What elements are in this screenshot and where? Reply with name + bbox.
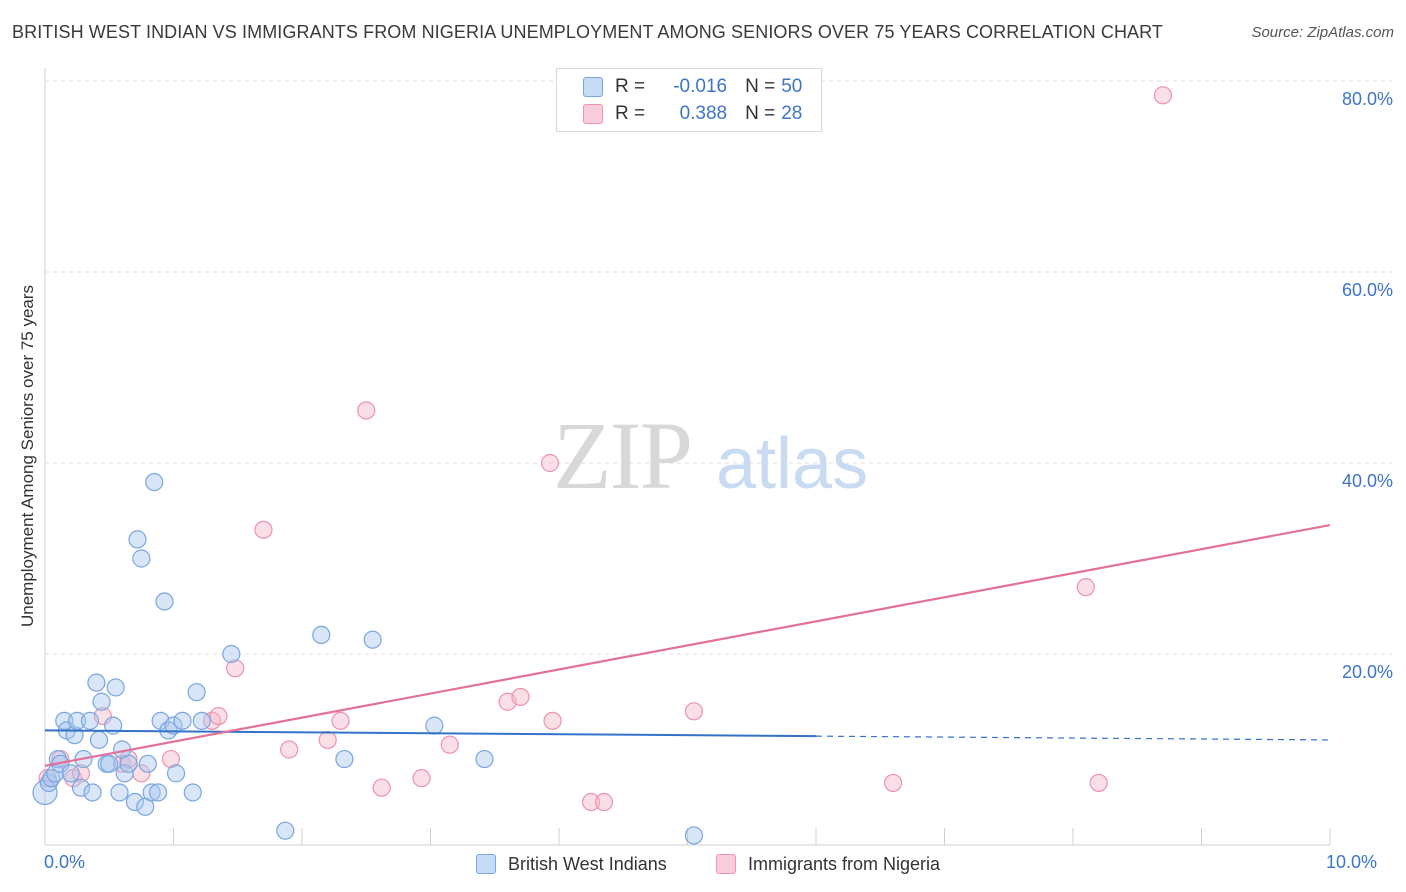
data-point xyxy=(187,683,206,702)
source-label: Source: ZipAtlas.com xyxy=(1251,24,1394,41)
data-point xyxy=(119,754,138,773)
data-point xyxy=(209,706,228,726)
legend-row-nigeria: R = 0.388 N = 28 xyxy=(583,102,802,126)
data-point xyxy=(83,783,102,802)
x-tick-label-min: 0.0% xyxy=(44,852,86,872)
data-point xyxy=(276,821,295,840)
data-point xyxy=(164,716,183,735)
bottom-legend-label: Immigrants from Nigeria xyxy=(748,853,941,874)
data-point xyxy=(148,783,168,802)
data-point xyxy=(372,778,391,797)
data-point xyxy=(39,773,58,793)
legend-n-value: 50 xyxy=(781,76,803,97)
bottom-legend-nigeria: Immigrants from Nigeria xyxy=(716,852,940,876)
trend-lines xyxy=(44,523,1331,767)
data-point xyxy=(68,711,87,730)
series-bwi-points xyxy=(32,473,704,845)
data-point xyxy=(475,749,494,769)
data-point xyxy=(222,644,241,664)
data-point xyxy=(440,735,459,754)
data-point xyxy=(543,711,562,730)
data-point xyxy=(335,749,354,769)
y-tick-label: 20.0% xyxy=(1341,662,1393,682)
watermark-atlas: atlas xyxy=(716,424,868,504)
bottom-legend-swatch-pink xyxy=(716,854,736,874)
data-point xyxy=(110,783,129,802)
legend-row-bwi: R = -0.016 N = 50 xyxy=(583,75,802,99)
data-point xyxy=(161,749,181,769)
bottom-legend-bwi: British West Indians xyxy=(476,852,667,876)
grid-lines xyxy=(45,80,1392,655)
legend-r-label: R = xyxy=(615,103,646,124)
chart-title: BRITISH WEST INDIAN VS IMMIGRANTS FROM N… xyxy=(12,22,1164,42)
y-tick-label: 80.0% xyxy=(1341,89,1393,109)
data-point xyxy=(684,826,704,845)
y-tick-label: 40.0% xyxy=(1341,471,1393,491)
legend-r-value: 0.388 xyxy=(679,103,728,124)
trend-line-bwi xyxy=(44,729,817,738)
watermark: ZIP atlas xyxy=(553,402,868,509)
data-point xyxy=(155,592,174,611)
data-point xyxy=(115,764,134,783)
data-point xyxy=(173,711,192,730)
data-point xyxy=(1153,86,1173,105)
axes xyxy=(44,68,1331,846)
data-point xyxy=(883,773,903,793)
data-point xyxy=(128,530,147,549)
data-point xyxy=(684,702,704,721)
data-point xyxy=(71,778,91,797)
legend-swatch-pink xyxy=(583,104,603,124)
data-point xyxy=(89,730,109,750)
data-point xyxy=(594,792,614,812)
legend-swatch-blue xyxy=(583,77,603,97)
legend-r-label: R = xyxy=(615,76,646,97)
data-point xyxy=(412,769,431,788)
bottom-legend-label: British West Indians xyxy=(508,853,667,874)
data-point xyxy=(582,792,601,812)
data-point xyxy=(71,764,91,783)
data-point xyxy=(183,783,202,802)
data-point xyxy=(166,764,186,783)
legend-r-value: -0.016 xyxy=(673,76,728,97)
y-axis-label: Unemployment Among Seniors over 75 years xyxy=(18,284,37,628)
data-point xyxy=(511,687,530,707)
trend-line-bwi-dashed xyxy=(815,735,1331,741)
data-point xyxy=(254,520,273,539)
legend-n-label: N = xyxy=(745,76,776,97)
data-point xyxy=(138,754,157,773)
data-point xyxy=(142,783,161,802)
y-tick-label: 60.0% xyxy=(1341,280,1393,300)
data-point xyxy=(192,711,211,730)
data-point xyxy=(145,473,164,492)
data-point xyxy=(106,678,125,697)
data-point xyxy=(100,754,119,773)
legend: R = -0.016 N = 50 R = 0.388 N = 28 xyxy=(556,68,822,132)
data-point xyxy=(425,716,444,735)
data-point xyxy=(92,692,111,711)
data-point xyxy=(80,711,100,730)
legend-n-value: 28 xyxy=(781,103,803,124)
data-point xyxy=(1076,578,1095,597)
data-point xyxy=(312,625,331,645)
legend-n-label: N = xyxy=(745,103,776,124)
bottom-legend-swatch-blue xyxy=(476,854,496,874)
data-point xyxy=(357,401,376,420)
data-point xyxy=(540,453,560,473)
data-point xyxy=(318,730,337,750)
data-point xyxy=(125,792,145,812)
watermark-zip: ZIP xyxy=(553,402,691,509)
data-point xyxy=(331,711,350,730)
data-point xyxy=(280,740,299,759)
data-point xyxy=(61,764,80,783)
trend-line-nigeria xyxy=(44,523,1331,767)
x-tick-label-max: 10.0% xyxy=(1326,852,1378,872)
data-point xyxy=(226,659,245,678)
data-point xyxy=(1089,773,1108,793)
data-point xyxy=(363,630,382,649)
data-point xyxy=(132,549,151,568)
data-point xyxy=(87,673,106,692)
